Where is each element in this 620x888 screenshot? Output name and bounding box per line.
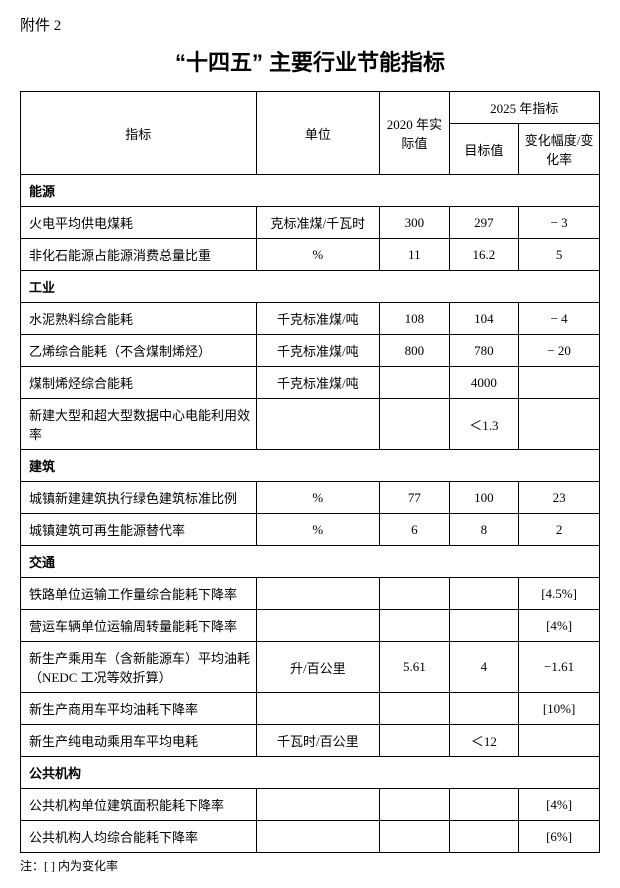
table-row: 公共机构人均综合能耗下降率[6%] (21, 821, 600, 853)
section-industry: 工业 (21, 271, 600, 303)
table-row: 火电平均供电煤耗克标准煤/千瓦时300297− 3 (21, 207, 600, 239)
section-energy: 能源 (21, 175, 600, 207)
th-2025-group: 2025 年指标 (449, 92, 599, 124)
th-unit: 单位 (256, 92, 379, 175)
table-row: 新生产乘用车（含新能源车）平均油耗（NEDC 工况等效折算）升/百公里5.614… (21, 642, 600, 693)
th-change: 变化幅度/变化率 (519, 124, 600, 175)
table-row: 新生产纯电动乘用车平均电耗千瓦时/百公里＜12 (21, 725, 600, 757)
table-row: 水泥熟料综合能耗千克标准煤/吨108104− 4 (21, 303, 600, 335)
table-row: 非化石能源占能源消费总量比重%1116.25 (21, 239, 600, 271)
section-transport: 交通 (21, 546, 600, 578)
section-building: 建筑 (21, 450, 600, 482)
table-row: 新建大型和超大型数据中心电能利用效率＜1.3 (21, 399, 600, 450)
attachment-label: 附件 2 (20, 14, 600, 35)
table-row: 乙烯综合能耗（不含煤制烯烃）千克标准煤/吨800780− 20 (21, 335, 600, 367)
indicators-table: 指标 单位 2020 年实际值 2025 年指标 目标值 变化幅度/变化率 能源… (20, 91, 600, 853)
th-2020: 2020 年实际值 (380, 92, 450, 175)
page-title: “十四五” 主要行业节能指标 (20, 45, 600, 77)
th-indicator: 指标 (21, 92, 257, 175)
table-row: 煤制烯烃综合能耗千克标准煤/吨4000 (21, 367, 600, 399)
table-row: 公共机构单位建筑面积能耗下降率[4%] (21, 789, 600, 821)
th-target: 目标值 (449, 124, 519, 175)
footnote: 注：[ ] 内为变化率 (20, 857, 600, 874)
table-row: 城镇新建建筑执行绿色建筑标准比例%7710023 (21, 482, 600, 514)
table-row: 铁路单位运输工作量综合能耗下降率[4.5%] (21, 578, 600, 610)
section-public: 公共机构 (21, 757, 600, 789)
table-row: 新生产商用车平均油耗下降率[10%] (21, 693, 600, 725)
table-row: 营运车辆单位运输周转量能耗下降率[4%] (21, 610, 600, 642)
table-row: 城镇建筑可再生能源替代率%682 (21, 514, 600, 546)
